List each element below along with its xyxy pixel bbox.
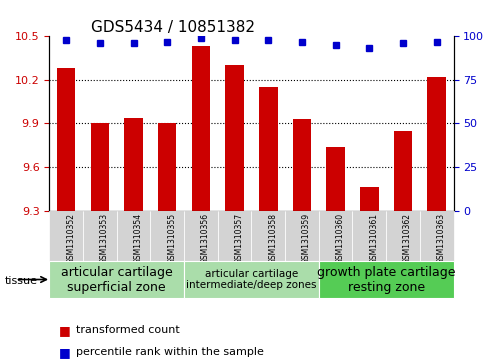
- FancyBboxPatch shape: [49, 261, 184, 298]
- Text: ■: ■: [59, 346, 71, 359]
- FancyBboxPatch shape: [352, 211, 386, 261]
- Text: GSM1310355: GSM1310355: [167, 213, 176, 264]
- Text: GSM1310360: GSM1310360: [336, 213, 345, 264]
- Text: percentile rank within the sample: percentile rank within the sample: [76, 347, 264, 357]
- Bar: [91, 123, 109, 211]
- Text: growth plate cartilage
resting zone: growth plate cartilage resting zone: [317, 265, 456, 294]
- Text: articular cartilage
intermediate/deep zones: articular cartilage intermediate/deep zo…: [186, 269, 317, 290]
- Bar: [293, 119, 311, 211]
- FancyBboxPatch shape: [319, 211, 352, 261]
- Text: GSM1310357: GSM1310357: [235, 213, 244, 264]
- Text: GSM1310354: GSM1310354: [134, 213, 142, 264]
- Bar: [259, 87, 278, 211]
- Bar: [427, 77, 446, 211]
- FancyBboxPatch shape: [117, 211, 150, 261]
- Text: GSM1310361: GSM1310361: [369, 213, 378, 264]
- Text: GDS5434 / 10851382: GDS5434 / 10851382: [91, 20, 254, 35]
- FancyBboxPatch shape: [285, 211, 319, 261]
- Text: GSM1310362: GSM1310362: [403, 213, 412, 264]
- Text: GSM1310363: GSM1310363: [437, 213, 446, 264]
- Bar: [158, 123, 176, 211]
- Text: GSM1310356: GSM1310356: [201, 213, 210, 264]
- Bar: [225, 65, 244, 211]
- Text: GSM1310353: GSM1310353: [100, 213, 109, 264]
- Text: articular cartilage
superficial zone: articular cartilage superficial zone: [61, 265, 173, 294]
- Text: GSM1310359: GSM1310359: [302, 213, 311, 264]
- Bar: [360, 187, 379, 211]
- FancyBboxPatch shape: [184, 261, 319, 298]
- FancyBboxPatch shape: [150, 211, 184, 261]
- Text: transformed count: transformed count: [76, 325, 180, 335]
- FancyBboxPatch shape: [386, 211, 420, 261]
- FancyBboxPatch shape: [319, 261, 454, 298]
- Bar: [124, 118, 143, 211]
- Bar: [192, 46, 210, 211]
- FancyBboxPatch shape: [83, 211, 117, 261]
- FancyBboxPatch shape: [49, 211, 83, 261]
- FancyBboxPatch shape: [184, 211, 218, 261]
- FancyBboxPatch shape: [420, 211, 454, 261]
- Text: GSM1310358: GSM1310358: [268, 213, 277, 264]
- FancyBboxPatch shape: [251, 211, 285, 261]
- Bar: [394, 131, 412, 211]
- Text: GSM1310352: GSM1310352: [66, 213, 75, 264]
- Text: ■: ■: [59, 324, 71, 337]
- Text: tissue: tissue: [5, 276, 38, 286]
- Bar: [326, 147, 345, 211]
- FancyBboxPatch shape: [218, 211, 251, 261]
- Bar: [57, 68, 75, 211]
